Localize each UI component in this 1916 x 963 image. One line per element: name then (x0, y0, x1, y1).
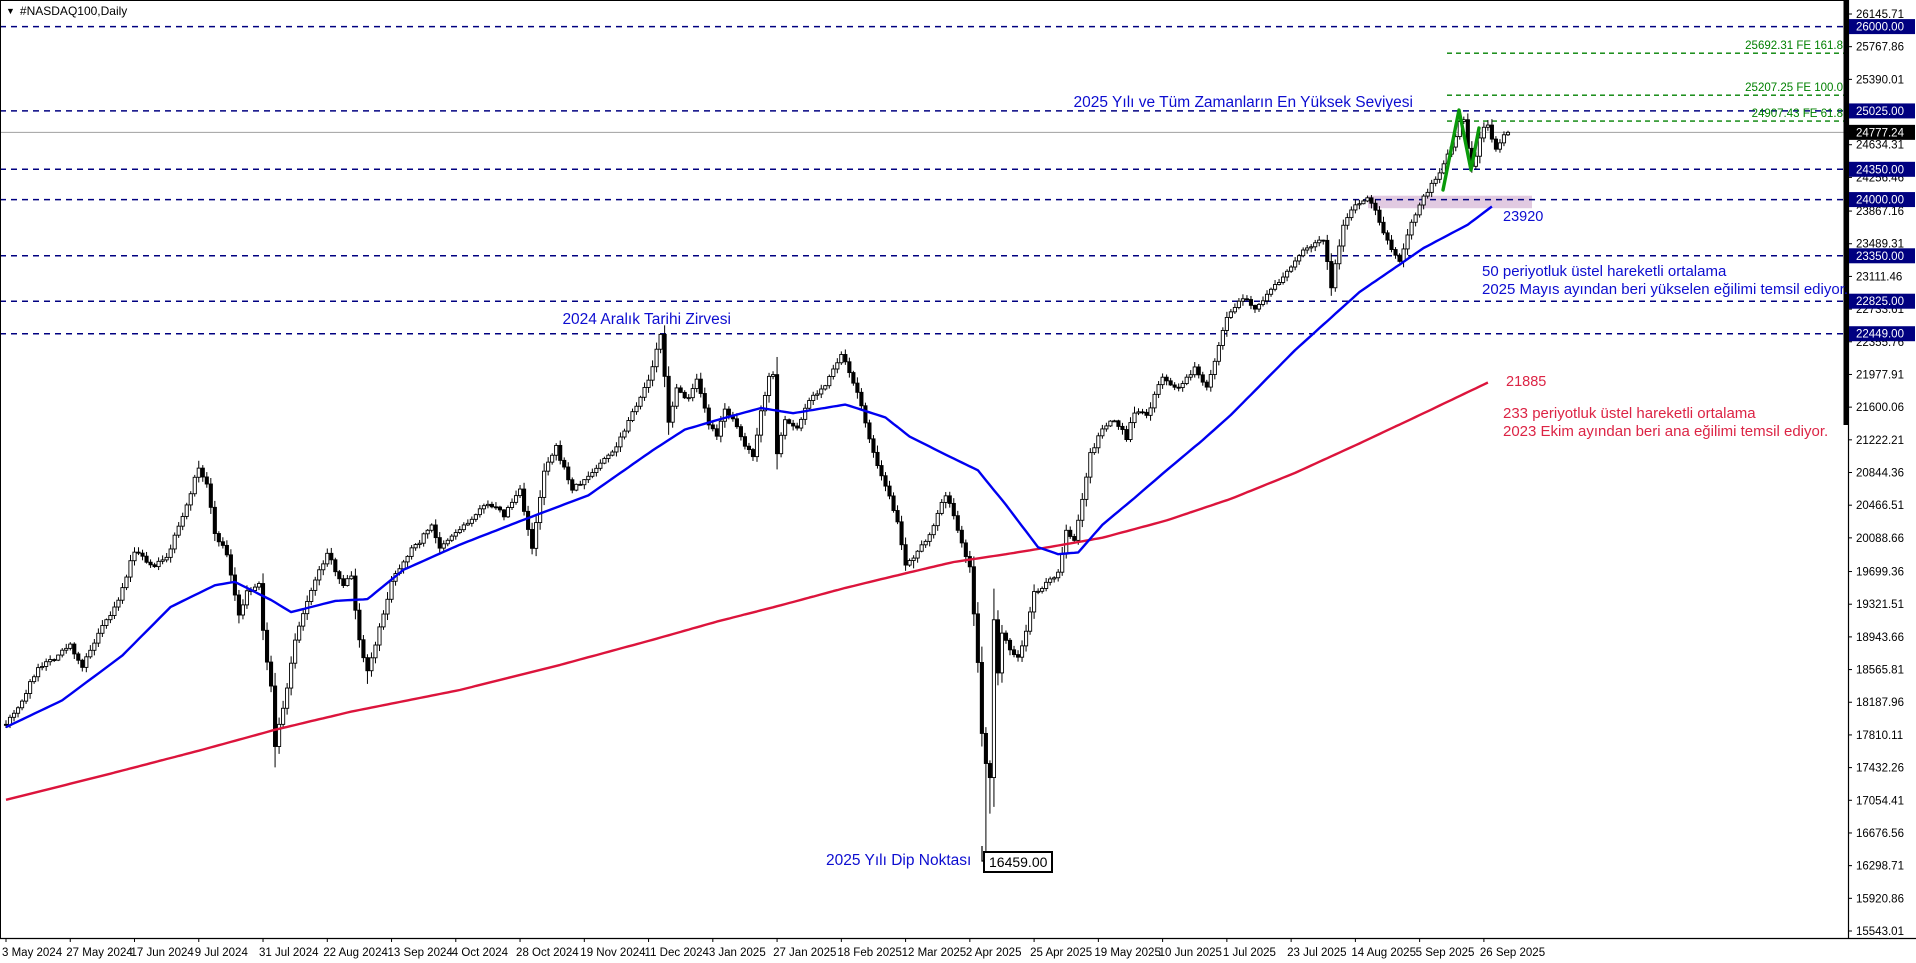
date-tick-label: 12 Mar 2025 (902, 947, 967, 959)
annotation-ema233-line1: 233 periyotluk üstel hareketli ortalama (1503, 405, 1756, 422)
current-price-badge-text: 24777.24 (1856, 127, 1905, 139)
price-tick-label: 18565.81 (1856, 665, 1904, 677)
price-tick-label: 15543.01 (1856, 926, 1904, 938)
price-tick-label: 23489.31 (1856, 239, 1904, 251)
price-tick-label: 20844.36 (1856, 468, 1904, 480)
date-tick-label: 3 Jan 2025 (709, 947, 766, 959)
date-tick-label: 25 Apr 2025 (1030, 947, 1092, 959)
price-tick-label: 16676.56 (1856, 828, 1904, 840)
date-tick-label: 18 Feb 2025 (837, 947, 902, 959)
date-tick-label: 14 Aug 2025 (1351, 947, 1416, 959)
date-tick-label: 3 May 2024 (2, 947, 63, 959)
date-tick-label: 1 Jul 2025 (1223, 947, 1276, 959)
level-price-badge-text: 22825.00 (1856, 296, 1904, 308)
fib-label: 25692.31 FE 161.8 (1745, 40, 1843, 52)
annotation-ema50-description: 50 periyotluk üstel hareketli ortalama 2… (1482, 263, 1848, 298)
price-tick-label: 16298.71 (1856, 861, 1904, 873)
annotation-ema233-line2: 2023 Ekim ayından beri ana eğilimi temsi… (1503, 422, 1829, 440)
date-tick-label: 4 Oct 2024 (452, 947, 509, 959)
price-tick-label: 15920.86 (1856, 893, 1904, 905)
consolidation-zone (1368, 195, 1532, 209)
date-tick-label: 13 Sep 2024 (388, 947, 454, 959)
ema-50-line[interactable] (5, 205, 1493, 729)
price-tick-label: 21977.91 (1856, 369, 1904, 381)
annotation-ema50-line2: 2025 Mayıs ayından beri yükselen eğilimi… (1482, 280, 1849, 298)
level-price-badge (1849, 192, 1915, 208)
level-price-badge (1849, 326, 1915, 342)
level-price-badge-text: 25025.00 (1856, 106, 1904, 118)
level-price-badge-text: 24000.00 (1856, 195, 1904, 207)
fibonacci-extension-lines: 25692.31 FE 161.8 25207.25 FE 100.0 24907.… (1447, 40, 1848, 122)
price-tick-label: 25767.86 (1856, 42, 1904, 54)
level-price-badge (1849, 19, 1915, 35)
candlestick-series (3, 113, 1511, 852)
annotation-ema50-value: 23920 (1503, 209, 1544, 225)
date-tick-label: 27 Jan 2025 (773, 947, 836, 959)
date-tick-label: 11 Dec 2024 (645, 947, 710, 959)
price-tick-label: 18187.96 (1856, 697, 1904, 709)
level-price-badge (1849, 161, 1915, 177)
callout-connector-line (981, 846, 983, 862)
price-tick-label: 24634.31 (1856, 140, 1904, 152)
date-tick-label: 23 Jul 2025 (1287, 947, 1346, 959)
price-tick-label: 19699.36 (1856, 567, 1904, 579)
date-tick-label: 2 Apr 2025 (966, 947, 1022, 959)
date-tick-label: 27 May 2024 (66, 947, 133, 959)
date-tick-label: 5 Sep 2025 (1416, 947, 1475, 959)
level-price-badge-text: 23350.00 (1856, 251, 1904, 263)
date-tick-label: 28 Oct 2024 (516, 947, 579, 959)
annotation-ema233-value: 21885 (1506, 374, 1547, 390)
price-tick-label: 21222.21 (1856, 435, 1904, 447)
low-price-callout-box[interactable]: 16459.00 (983, 851, 1054, 873)
annotation-2025-low: 2025 Yılı Dip Noktası (826, 852, 972, 869)
price-tick-label: 17054.41 (1856, 795, 1904, 807)
current-price-badge (1849, 124, 1915, 140)
date-tick-label: 17 Jun 2024 (131, 947, 195, 959)
date-tick-label: 9 Jul 2024 (195, 947, 249, 959)
price-tick-label: 23111.46 (1856, 271, 1902, 283)
date-tick-label: 26 Sep 2025 (1480, 947, 1545, 959)
price-tick-label: 23867.16 (1856, 206, 1904, 218)
price-tick-label: 25390.01 (1856, 74, 1904, 86)
price-tick-label: 20088.66 (1856, 533, 1904, 545)
collapse-triangle-icon[interactable]: ▼ (6, 5, 15, 16)
annotation-dec-2024-peak: 2024 Aralık Tarihi Zirvesi (562, 311, 731, 328)
date-tick-label: 19 Nov 2024 (580, 947, 646, 959)
date-tick-label: 19 May 2025 (1094, 947, 1161, 959)
level-price-badge-text: 24350.00 (1856, 164, 1904, 176)
level-price-badge (1849, 248, 1915, 264)
ema-233-line[interactable] (5, 381, 1489, 801)
date-tick-label: 22 Aug 2024 (323, 947, 388, 959)
symbol-title: ▼ #NASDAQ100,Daily (6, 4, 127, 18)
symbol-title-label: #NASDAQ100,Daily (19, 4, 128, 18)
price-tick-label: 19321.51 (1856, 599, 1904, 611)
price-tick-label: 21600.06 (1856, 402, 1904, 414)
price-axis[interactable]: 26145.7125767.8625390.0124634.3124256.46… (1848, 9, 1915, 938)
level-price-badge-text: 22449.00 (1856, 329, 1904, 341)
price-tick-label: 17432.26 (1856, 763, 1904, 775)
price-tick-label: 18943.66 (1856, 632, 1904, 644)
fib-label: 25207.25 FE 100.0 (1745, 82, 1843, 94)
vertical-line-object[interactable] (1843, 0, 1849, 425)
level-price-badge-text: 26000.00 (1856, 22, 1904, 34)
price-tick-label: 17810.11 (1856, 730, 1903, 742)
zigzag-drawing[interactable] (1441, 108, 1481, 192)
annotation-ema50-line1: 50 periyotluk üstel hareketli ortalama (1482, 263, 1727, 280)
fib-label: 24907.43 FE 61.8 (1752, 108, 1843, 120)
price-tick-label: 26145.71 (1856, 9, 1904, 21)
level-price-badge (1849, 293, 1915, 309)
price-tick-label: 20466.51 (1856, 500, 1904, 512)
annotation-ema233-description: 233 periyotluk üstel hareketli ortalama … (1503, 405, 1828, 440)
support-resistance-lines (0, 25, 1848, 335)
level-price-badge (1849, 103, 1915, 119)
date-tick-label: 31 Jul 2024 (259, 947, 319, 959)
date-tick-label: 10 Jun 2025 (1159, 947, 1222, 959)
annotation-all-time-high: 2025 Yılı ve Tüm Zamanların En Yüksek Se… (1073, 94, 1413, 111)
